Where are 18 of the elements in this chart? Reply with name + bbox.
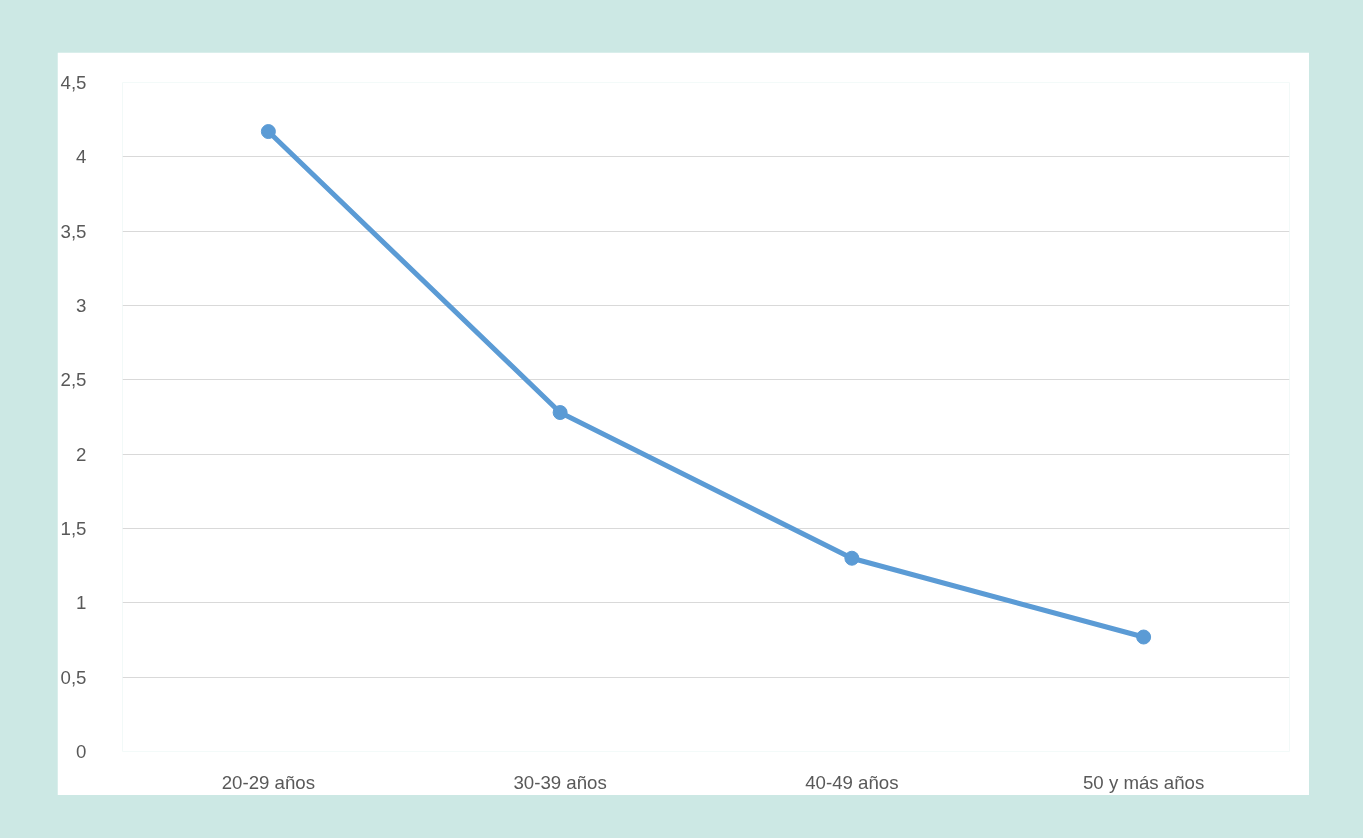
y-tick-label: 4 (76, 146, 87, 168)
point (552, 405, 568, 421)
y-tick-label: 1 (76, 592, 87, 614)
point (260, 124, 276, 140)
point (844, 550, 860, 566)
y-tick-label: 1,5 (60, 518, 87, 539)
y-tick-label: 2,5 (60, 369, 87, 391)
y-tick-label: 0,5 (60, 666, 87, 688)
x-tick-label: 20-29 años (221, 771, 316, 793)
y-tick-label: 2 (76, 443, 87, 465)
x-tick-label: 40-49 años (805, 771, 899, 793)
y-tick-label: 4,5 (60, 72, 87, 93)
y-tick-label: 3,5 (60, 220, 87, 242)
x-tick-label: 30-39 años (513, 771, 607, 793)
point (1136, 629, 1152, 645)
y-tick-label: 3 (76, 295, 87, 316)
x-tick-label: 50 y más años (1082, 771, 1205, 793)
y-tick-label: 0 (76, 741, 87, 762)
